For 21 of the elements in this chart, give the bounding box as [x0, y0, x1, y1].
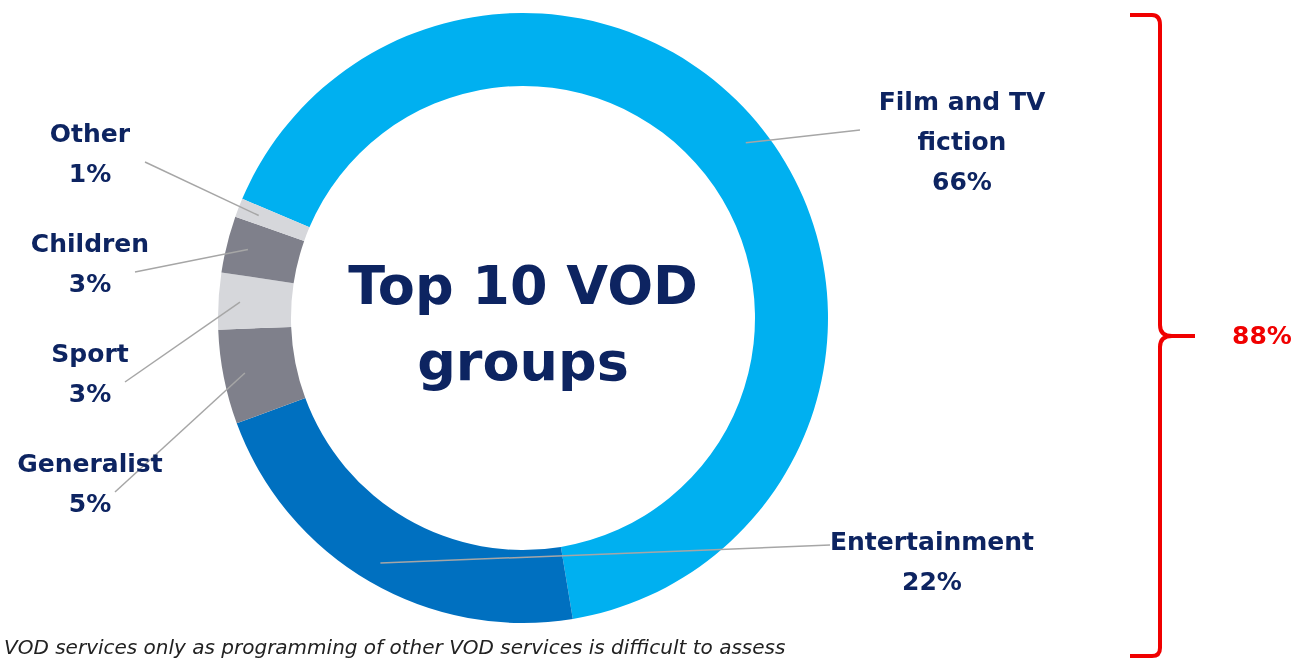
text: VOD services only as programming of other VOD services is difficult to assess	[4, 635, 786, 659]
text: Top 10 VOD groups	[348, 254, 698, 393]
donut-slice	[221, 216, 305, 284]
text: 88%	[1232, 321, 1292, 350]
data-label: 1%	[68, 159, 112, 188]
donut-slice	[242, 13, 828, 619]
slice-label: Film and TV fiction	[878, 87, 1046, 156]
slice-label: Sport	[51, 339, 129, 368]
donut-slice	[235, 198, 310, 241]
donut-slice	[218, 326, 306, 424]
data-label: 3%	[68, 379, 112, 408]
data-label: 66%	[932, 167, 992, 196]
slice-label: Generalist	[17, 449, 163, 478]
data-label: 3%	[68, 269, 112, 298]
slice-label: Other	[49, 119, 131, 148]
data-label: 5%	[68, 489, 112, 518]
slice-label: Children	[30, 229, 150, 258]
donut-slice	[236, 398, 573, 623]
donut-slice	[218, 272, 294, 330]
data-label: 22%	[902, 567, 962, 596]
slice-label: Entertainment	[829, 527, 1035, 556]
